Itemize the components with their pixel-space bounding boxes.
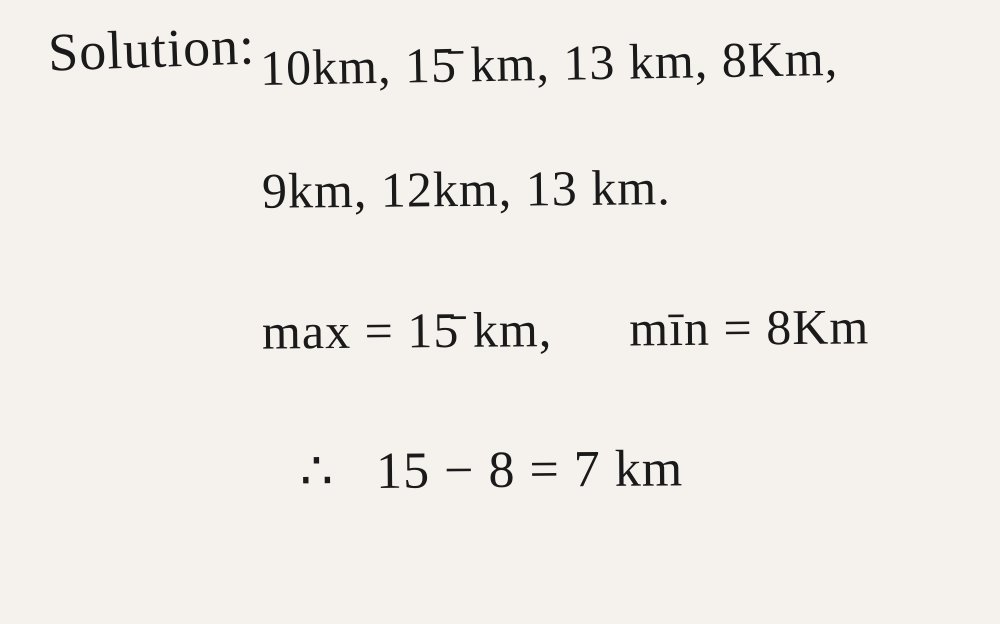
min-label: mīn [629, 300, 710, 357]
data-list-row-1: 10km, 15̄ km, 13 km, 8Km, [260, 29, 839, 97]
solution-label: Solution: [47, 14, 256, 83]
handwritten-solution: Solution: 10km, 15̄ km, 13 km, 8Km, 9km,… [0, 0, 1000, 624]
max-label: max [262, 303, 352, 360]
result-line: ∴ 15 − 8 = 7 km [300, 438, 684, 501]
min-value: 8Km [766, 298, 869, 355]
result-expression: 15 − 8 = 7 km [376, 440, 684, 500]
data-list-row-2: 9km, 12km, 13 km. [262, 158, 671, 220]
therefore-symbol: ∴ [300, 443, 335, 500]
max-value: 15̄ km [407, 301, 539, 358]
max-min-line: max = 15̄ km, mīn = 8Km [262, 297, 870, 360]
